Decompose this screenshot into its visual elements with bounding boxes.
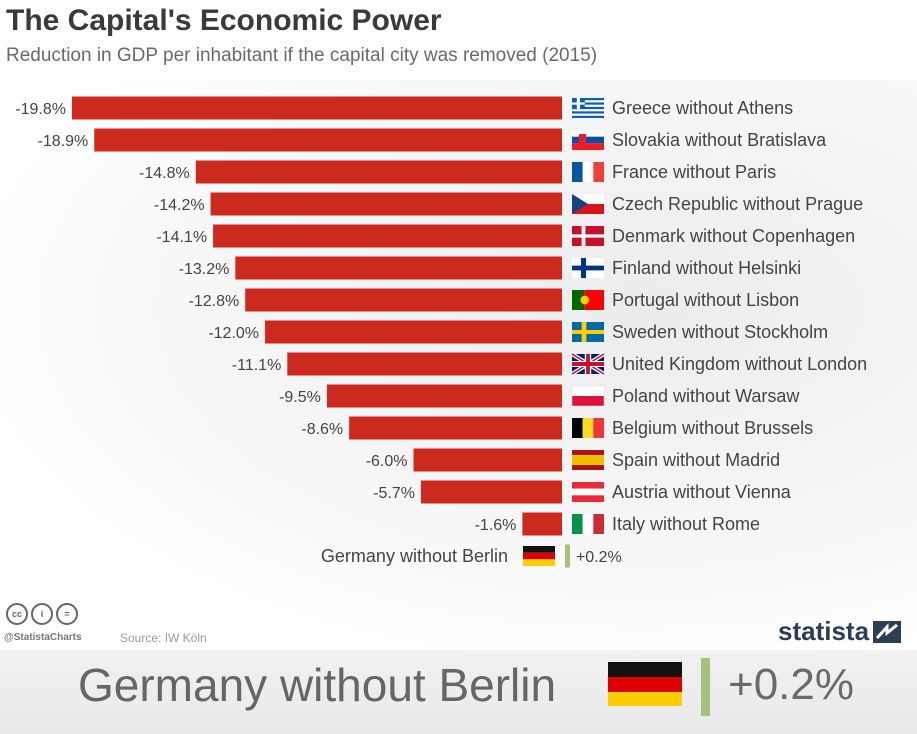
portugal-flag-icon [572, 290, 604, 310]
bar [522, 512, 562, 536]
bar [245, 288, 562, 312]
category-label: Greece without Athens [612, 98, 793, 118]
bar-value-label: -14.8% [139, 165, 190, 182]
bar [195, 160, 563, 184]
bar-value-label: -18.9% [38, 133, 89, 150]
bar [94, 128, 562, 152]
bar [72, 96, 562, 120]
category-label: Portugal without Lisbon [612, 290, 799, 310]
category-label: Czech Republic without Prague [612, 194, 863, 214]
bar [420, 480, 562, 504]
slovakia-flag-icon [572, 130, 604, 150]
bar-value-label: +0.2% [576, 549, 622, 566]
uk-flag-icon [570, 352, 606, 376]
bar-chart: -19.8% Greece without Athens -18.9% Slovaki… [15, 96, 867, 568]
bar-value-label: -1.6% [475, 517, 517, 534]
category-label: France without Paris [612, 162, 776, 182]
chart-title: The Capital's Economic Power [6, 4, 442, 37]
category-label: Spain without Madrid [612, 450, 780, 470]
bar [287, 352, 562, 376]
statista-logo-icon [873, 620, 902, 643]
finland-flag-icon [572, 258, 604, 278]
source-note: Source: IW Köln [120, 631, 207, 645]
bar [413, 448, 562, 472]
statista-logo: statista [778, 616, 902, 647]
no-derivatives-icon: = [56, 603, 78, 625]
zoomed-label: Germany without Berlin [78, 659, 557, 711]
bar-value-label: -11.1% [232, 357, 282, 374]
bar-value-label: -5.7% [373, 485, 415, 502]
greece-flag-icon [572, 98, 604, 118]
germany-flag-icon [608, 662, 682, 706]
belgium-flag-icon [572, 418, 604, 438]
france-flag-icon [572, 162, 604, 182]
creative-commons-icons: cc i = [6, 603, 78, 625]
poland-flag-icon [571, 385, 605, 407]
cc-icon: cc [6, 603, 28, 625]
category-label: Austria without Vienna [612, 482, 792, 502]
czech-flag-icon [572, 194, 604, 214]
category-label: Italy without Rome [612, 514, 760, 534]
zoomed-callout: Germany without Berlin +0.2% [0, 650, 917, 734]
category-label: Finland without Helsinki [612, 258, 801, 278]
category-label: Germany without Berlin [321, 546, 508, 566]
category-label: Poland without Warsaw [612, 386, 800, 406]
category-label: Belgium without Brussels [612, 418, 813, 438]
attribution-icon: i [31, 603, 53, 625]
italy-flag-icon [572, 514, 604, 534]
bar-value-label: -12.0% [208, 325, 259, 342]
bar-value-label: -8.6% [301, 421, 343, 438]
sweden-flag-icon [572, 322, 604, 342]
bar [326, 384, 562, 408]
bar-value-label: -19.8% [15, 101, 66, 118]
category-label: United Kingdom without London [612, 354, 867, 374]
category-label: Denmark without Copenhagen [612, 226, 855, 246]
bar-value-label: -6.0% [366, 453, 408, 470]
bar-value-label: -12.8% [189, 293, 240, 310]
statista-handle: @StatistaCharts [4, 632, 82, 643]
denmark-flag-icon [572, 226, 604, 246]
spain-flag-icon [572, 450, 604, 470]
bar-value-label: -9.5% [279, 389, 321, 406]
bar-value-label: -13.2% [179, 261, 230, 278]
category-label: Sweden without Stockholm [612, 322, 828, 342]
category-label: Slovakia without Bratislava [612, 130, 827, 150]
germany-flag-icon [523, 546, 555, 566]
chart-subtitle: Reduction in GDP per inhabitant if the c… [6, 45, 598, 66]
zoomed-positive-bar [701, 658, 710, 716]
austria-flag-icon [572, 482, 604, 502]
bar-value-label: -14.2% [154, 197, 205, 214]
bar [210, 192, 562, 216]
statista-wordmark: statista [778, 616, 870, 646]
bar [235, 256, 563, 280]
zoomed-value: +0.2% [728, 660, 854, 709]
bar [565, 544, 570, 568]
bar [213, 224, 562, 248]
bar [265, 320, 562, 344]
bar [349, 416, 562, 440]
bar-value-label: -14.1% [156, 229, 207, 246]
